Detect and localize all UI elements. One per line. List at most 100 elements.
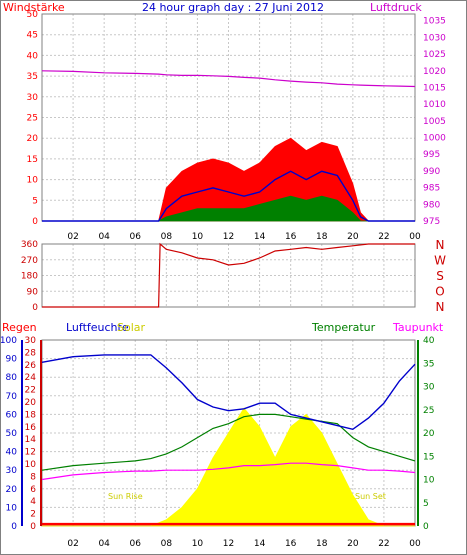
humidity-tick-label: 0 bbox=[11, 522, 17, 532]
time-tick-label: 00 bbox=[409, 539, 421, 549]
temperature-tick-label: 10 bbox=[423, 476, 435, 486]
taupunkt-label: Taupunkt bbox=[392, 321, 444, 334]
humidity-tick-label: 40 bbox=[6, 448, 18, 458]
temperature-axis-ticks: 0 5 10 15 20 25 30 35 40 bbox=[423, 336, 435, 532]
humidity-tick-label: 50 bbox=[6, 429, 18, 439]
luftfeuchte-label: Luftfeuchte bbox=[66, 321, 129, 334]
compass-label: O bbox=[435, 285, 444, 299]
rain-tick-label: 16 bbox=[25, 423, 37, 433]
time-tick-label: 06 bbox=[130, 539, 142, 549]
rain-tick-label: 26 bbox=[25, 361, 37, 371]
rain-tick-label: 20 bbox=[25, 398, 37, 408]
wind-tick-label: 35 bbox=[27, 72, 38, 82]
time-tick-label: 22 bbox=[378, 539, 389, 549]
time-tick-label: 04 bbox=[98, 539, 110, 549]
time-tick-label: 02 bbox=[67, 539, 78, 549]
direction-series bbox=[42, 242, 415, 308]
humidity-axis-ticks: 0 10 20 30 40 50 60 70 80 90 100 bbox=[0, 336, 17, 532]
humidity-tick-label: 100 bbox=[0, 336, 17, 346]
sunrise-label: Sun Rise bbox=[108, 492, 143, 501]
time-tick-label: 14 bbox=[254, 232, 266, 242]
time-tick-label: 12 bbox=[223, 232, 234, 242]
time-tick-label: 14 bbox=[254, 539, 266, 549]
rain-tick-label: 4 bbox=[30, 497, 36, 507]
rain-tick-label: 18 bbox=[25, 410, 37, 420]
direction-tick-label: 360 bbox=[21, 240, 38, 250]
wind-avg-line bbox=[42, 170, 415, 222]
humidity-line bbox=[41, 354, 416, 431]
solar-area bbox=[42, 407, 415, 527]
direction-axis-ticks: 0 90 180 270 360 bbox=[21, 240, 38, 313]
wind-tick-label: 15 bbox=[27, 155, 38, 165]
pressure-tick-label: 1020 bbox=[423, 67, 446, 77]
direction-grid bbox=[42, 244, 415, 307]
humidity-tick-label: 80 bbox=[6, 373, 18, 383]
direction-line bbox=[42, 242, 415, 308]
temperature-tick-label: 40 bbox=[423, 336, 435, 346]
wind-pressure-series bbox=[41, 70, 416, 222]
solar-label: Solar bbox=[117, 321, 146, 334]
time-tick-label: 04 bbox=[98, 232, 110, 242]
rain-tick-label: 8 bbox=[30, 472, 36, 482]
time-tick-label: 10 bbox=[192, 232, 204, 242]
wind-time-ticks: 02 04 06 08 10 12 14 16 18 20 22 00 bbox=[67, 232, 421, 242]
pressure-tick-label: 1015 bbox=[423, 83, 446, 93]
pressure-tick-label: 1025 bbox=[423, 50, 446, 60]
wind-tick-label: 40 bbox=[27, 51, 39, 61]
direction-tick-label: 180 bbox=[21, 272, 38, 282]
time-tick-label: 10 bbox=[192, 539, 204, 549]
time-tick-label: 16 bbox=[285, 232, 297, 242]
pressure-tick-label: 1010 bbox=[423, 100, 446, 110]
wind-tick-label: 25 bbox=[27, 114, 38, 124]
time-tick-label: 16 bbox=[285, 539, 297, 549]
humidity-tick-label: 30 bbox=[6, 466, 18, 476]
compass-label: S bbox=[436, 269, 444, 283]
pressure-tick-label: 995 bbox=[423, 150, 440, 160]
pressure-tick-label: 980 bbox=[423, 200, 440, 210]
windstaerke-label: Windstärke bbox=[3, 1, 65, 14]
pressure-axis-ticks: 975 980 985 990 995 1000 1005 1010 1015 1020 1025 1… bbox=[423, 17, 446, 227]
wind-axis-ticks: 0 5 10 15 20 25 30 35 40 45 50 bbox=[27, 10, 39, 227]
direction-tick-label: 90 bbox=[27, 287, 39, 297]
humidity-tick-label: 60 bbox=[6, 410, 18, 420]
compass-label: N bbox=[436, 238, 445, 252]
direction-tick-label: 0 bbox=[32, 303, 38, 313]
climate-time-ticks: 02 04 06 08 10 12 14 16 18 20 22 00 bbox=[67, 539, 421, 549]
temperature-tick-label: 5 bbox=[423, 499, 429, 509]
rain-tick-label: 2 bbox=[30, 510, 36, 520]
compass-label: N bbox=[436, 300, 445, 314]
wind-tick-label: 45 bbox=[27, 31, 38, 41]
graph-title: 24 hour graph day : 27 Juni 2012 bbox=[142, 1, 324, 14]
time-tick-label: 20 bbox=[347, 539, 359, 549]
regen-label: Regen bbox=[2, 321, 37, 334]
time-tick-label: 02 bbox=[67, 232, 78, 242]
rain-tick-label: 30 bbox=[25, 336, 37, 346]
wind-tick-label: 20 bbox=[27, 134, 39, 144]
temperature-tick-label: 20 bbox=[423, 429, 435, 439]
rain-tick-label: 14 bbox=[25, 435, 37, 445]
rain-tick-label: 28 bbox=[25, 348, 37, 358]
pressure-tick-label: 1000 bbox=[423, 134, 446, 144]
pressure-tick-label: 1035 bbox=[423, 17, 446, 27]
sunset-label: Sun Set bbox=[355, 492, 386, 501]
pressure-tick-label: 1030 bbox=[423, 33, 446, 43]
time-tick-label: 08 bbox=[161, 232, 173, 242]
rain-tick-label: 22 bbox=[25, 386, 36, 396]
time-tick-label: 12 bbox=[223, 539, 234, 549]
rain-tick-label: 10 bbox=[25, 460, 37, 470]
pressure-tick-label: 985 bbox=[423, 184, 440, 194]
temperature-tick-label: 15 bbox=[423, 452, 434, 462]
time-tick-label: 18 bbox=[316, 232, 328, 242]
rain-tick-label: 0 bbox=[30, 522, 36, 532]
rain-tick-label: 24 bbox=[25, 373, 37, 383]
rain-tick-label: 12 bbox=[25, 448, 36, 458]
humidity-tick-label: 20 bbox=[6, 485, 18, 495]
pressure-line bbox=[41, 70, 416, 88]
time-tick-label: 06 bbox=[130, 232, 142, 242]
rain-tick-label: 6 bbox=[30, 485, 36, 495]
temperature-tick-label: 35 bbox=[423, 359, 434, 369]
time-tick-label: 18 bbox=[316, 539, 328, 549]
